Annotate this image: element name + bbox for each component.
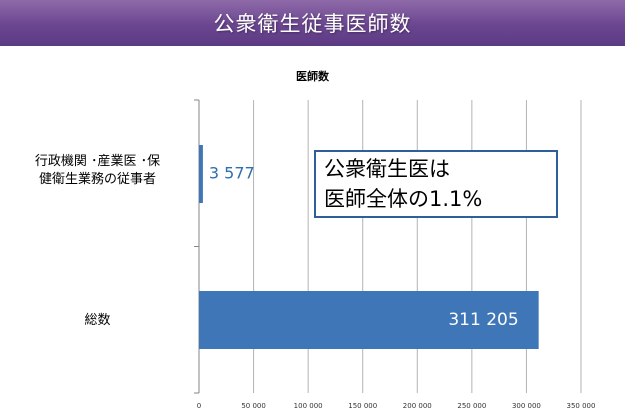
category-label-total: 総数 [10,312,185,330]
bar [199,145,203,203]
x-tick-label: 50 000 [241,402,266,410]
slide-title: 公衆衛生従事医師数 [213,12,412,36]
data-label: 3 577 [209,164,255,183]
title-bar: 公衆衛生従事医師数 [0,0,625,46]
x-tick-label: 0 [197,402,201,410]
x-tick-label: 250 000 [457,402,486,410]
x-tick-label: 350 000 [567,402,596,410]
x-tick-label: 150 000 [348,402,377,410]
callout-line-1: 公衆衛生医は [324,157,450,181]
x-tick-label: 200 000 [403,402,432,410]
data-label: 311 205 [448,310,518,330]
x-tick-label: 100 000 [294,402,323,410]
bar [199,291,539,349]
chart-title: 医師数 [296,70,329,83]
category-label-line: 行政機関 ･産業医 ･保 [34,154,161,169]
category-label-line: 健衛生業務の従事者 [38,172,156,187]
callout-line-2: 医師全体の1.1% [324,187,483,211]
category-label-line: 総数 [84,313,111,328]
callout-box: 公衆衛生医は 医師全体の1.1% [314,150,558,218]
category-label-public-health: 行政機関 ･産業医 ･保 健衛生業務の従事者 [10,153,185,189]
x-tick-label: 300 000 [512,402,541,410]
